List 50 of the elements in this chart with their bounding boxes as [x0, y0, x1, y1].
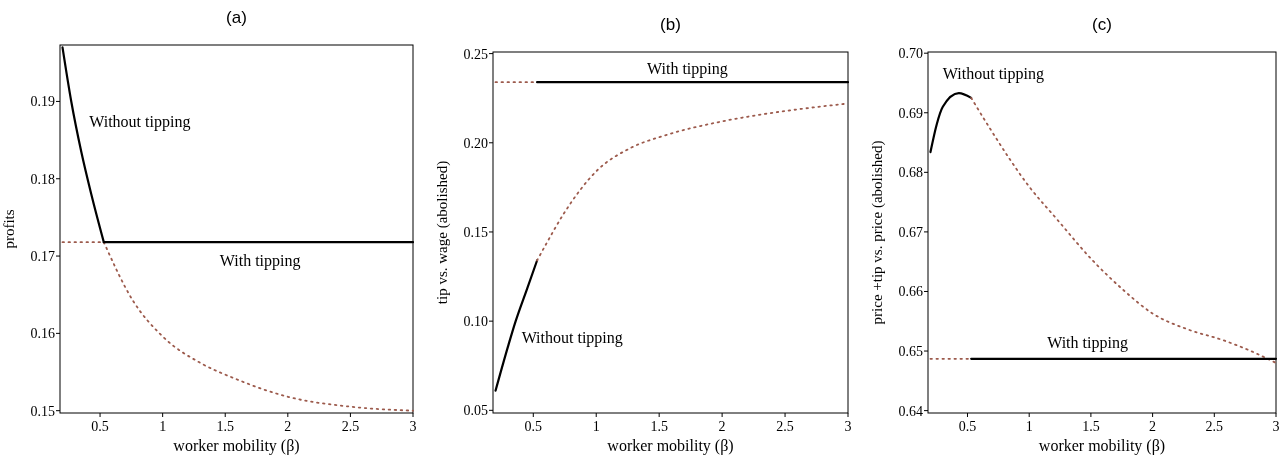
y-axis-title: tip vs. wage (abolished): [434, 160, 451, 305]
x-tick-label: 0.5: [524, 419, 543, 434]
x-tick-label: 1: [1025, 419, 1033, 434]
x-tick-label: 1.5: [1082, 419, 1100, 434]
y-tick-label: 0.68: [898, 165, 923, 181]
x-tick-label: 2: [284, 419, 292, 434]
y-tick-label: 0.25: [463, 46, 488, 62]
y-tick-label: 0.65: [898, 343, 923, 359]
series-label: Without tipping: [89, 113, 191, 132]
series-label: With tipping: [1047, 334, 1128, 353]
y-tick-label: 0.05: [463, 403, 488, 419]
x-tick-label: 1.5: [650, 419, 668, 434]
x-tick-label: 3: [1272, 419, 1280, 434]
x-axis-title: worker mobility (β): [1038, 437, 1166, 455]
series-label: With tipping: [219, 251, 301, 270]
y-tick-label: 0.20: [463, 135, 488, 151]
series-label: Without tipping: [942, 64, 1044, 83]
x-tick-label: 1: [159, 419, 167, 434]
y-tick-label: 0.10: [463, 314, 488, 330]
x-tick-label: 2.5: [341, 419, 360, 434]
chart-title: (b): [660, 15, 681, 34]
x-tick-label: 2.5: [776, 419, 794, 434]
y-tick-label: 0.15: [463, 224, 488, 240]
y-tick-label: 0.67: [898, 224, 923, 240]
y-tick-label: 0.18: [30, 171, 55, 187]
y-tick-label: 0.15: [30, 403, 55, 419]
series-label: With tipping: [647, 59, 728, 78]
x-axis-title: worker mobility (β): [607, 437, 734, 455]
y-tick-label: 0.66: [898, 284, 923, 300]
y-tick-label: 0.16: [30, 326, 55, 342]
y-tick-label: 0.17: [30, 248, 55, 264]
x-axis-title: worker mobility (β): [173, 437, 300, 455]
y-tick-label: 0.69: [898, 105, 923, 121]
y-axis-title: price +tip vs. price (abolished): [869, 140, 886, 325]
x-tick-label: 1.5: [216, 419, 234, 434]
series-label: Without tipping: [521, 328, 623, 347]
x-tick-label: 3: [844, 419, 852, 434]
x-tick-label: 2: [718, 419, 726, 434]
x-tick-label: 0.5: [958, 419, 977, 434]
y-tick-label: 0.70: [898, 46, 923, 62]
y-axis-title: profits: [1, 209, 17, 249]
x-tick-label: 3: [409, 419, 417, 434]
chart-title: (c): [1092, 15, 1112, 34]
x-tick-label: 1: [592, 419, 600, 434]
y-tick-label: 0.19: [30, 94, 55, 110]
x-tick-label: 2.5: [1205, 419, 1224, 434]
x-tick-label: 0.5: [91, 419, 109, 434]
x-tick-label: 2: [1149, 419, 1157, 434]
chart-title: (a): [226, 8, 247, 27]
y-tick-label: 0.64: [898, 403, 923, 419]
